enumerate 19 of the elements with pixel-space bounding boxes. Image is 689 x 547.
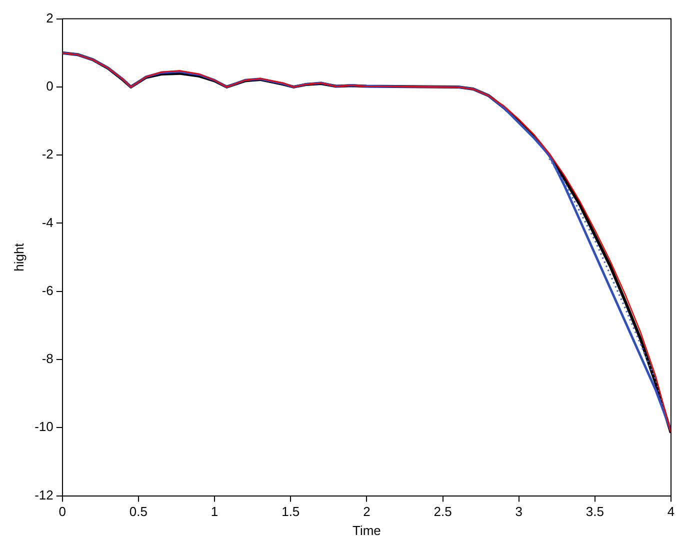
x-tick-label: 0.5 — [129, 504, 148, 520]
x-tick-label: 2.5 — [434, 504, 452, 520]
y-tick-label: -8 — [42, 351, 54, 366]
y-tick-label: -12 — [34, 487, 54, 502]
y-tick-label: 0 — [46, 78, 54, 94]
x-tick-label: 3 — [515, 504, 522, 520]
y-tick-label: -2 — [42, 146, 54, 162]
x-axis-title: Time — [352, 522, 381, 538]
x-tick-label: 1 — [210, 504, 218, 520]
x-tick-label: 3.5 — [586, 504, 604, 520]
x-tick-label: 4 — [667, 504, 675, 520]
y-tick-label: -10 — [34, 419, 54, 434]
x-tick-label: 0 — [58, 504, 66, 520]
x-tick-label: 2 — [363, 504, 370, 520]
x-tick-label: 1.5 — [282, 504, 300, 520]
y-axis-title: hight — [11, 242, 26, 272]
y-tick-label: 2 — [46, 10, 54, 26]
y-tick-label: -4 — [42, 214, 54, 230]
y-tick-label: -6 — [42, 282, 54, 298]
